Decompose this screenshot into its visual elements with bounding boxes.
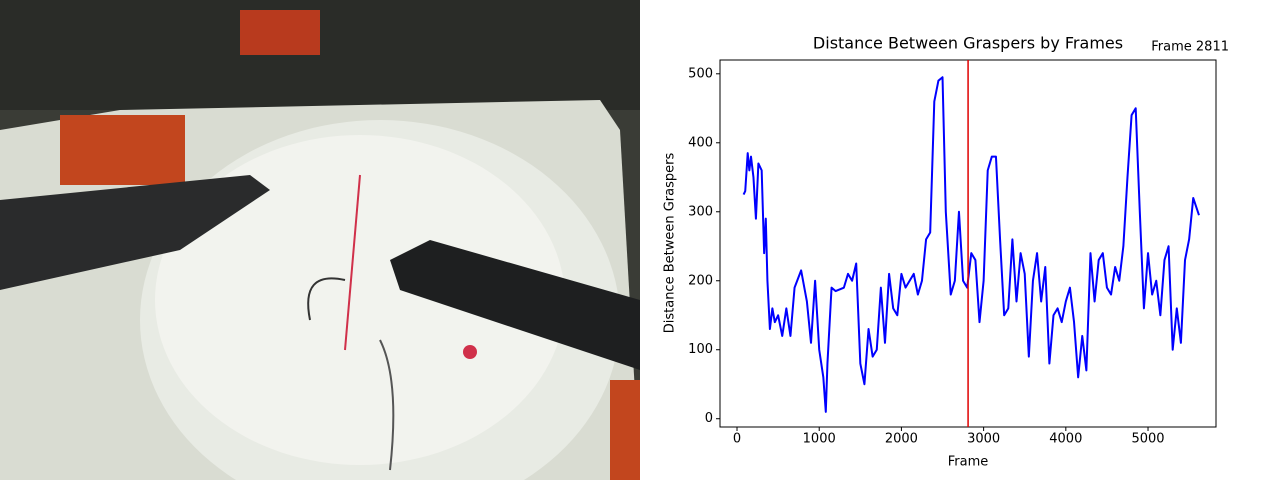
y-tick-label: 0 <box>705 411 713 426</box>
data-line <box>742 76 1200 413</box>
x-tick-label: 5000 <box>1131 432 1164 447</box>
x-tick-label: 1000 <box>803 432 836 447</box>
y-tick-label: 100 <box>688 342 713 357</box>
y-tick-label: 200 <box>688 273 713 288</box>
x-tick-label: 2000 <box>885 432 918 447</box>
x-axis-label: Frame <box>948 455 989 470</box>
x-tick-label: 4000 <box>1049 432 1082 447</box>
y-tick-label: 500 <box>688 66 713 81</box>
chart-title: Distance Between Graspers by Frames <box>813 34 1123 53</box>
x-tick-label: 3000 <box>967 432 1000 447</box>
video-frame <box>0 0 640 484</box>
y-axis-label: Distance Between Graspers <box>663 153 678 334</box>
x-tick-label: 0 <box>733 432 741 447</box>
frame-label: Frame 2811 <box>1151 40 1229 55</box>
y-tick-label: 300 <box>688 204 713 219</box>
y-tick-label: 400 <box>688 135 713 150</box>
